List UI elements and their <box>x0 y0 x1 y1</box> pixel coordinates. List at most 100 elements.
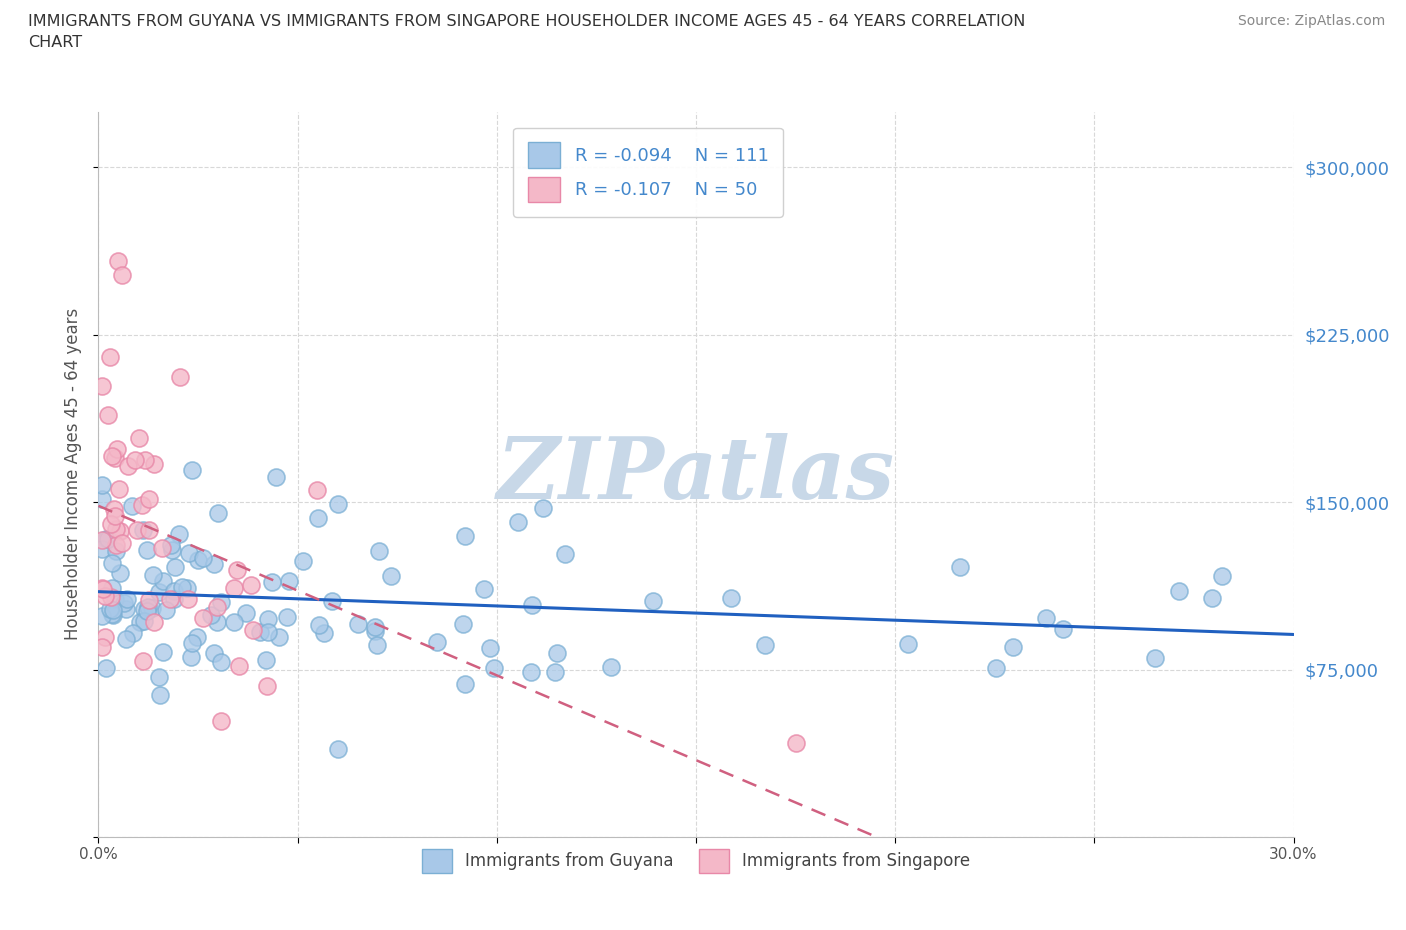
Point <box>132 654 155 669</box>
Point <box>180 650 202 665</box>
Point <box>163 559 186 574</box>
Point <box>254 653 277 668</box>
Point <box>326 741 349 756</box>
Point <box>1211 568 1233 583</box>
Point <box>159 591 181 606</box>
Point <box>91 533 114 548</box>
Point <box>132 602 155 617</box>
Point <box>454 677 477 692</box>
Point <box>472 581 495 596</box>
Point <box>193 610 215 625</box>
Point <box>101 449 124 464</box>
Point <box>321 593 343 608</box>
Point <box>91 379 114 393</box>
Point <box>380 568 402 583</box>
Point <box>96 532 118 547</box>
Point <box>720 591 742 605</box>
Point <box>546 646 568 661</box>
Point <box>186 552 208 567</box>
Point <box>91 541 114 556</box>
Point <box>104 591 127 606</box>
Point <box>1052 622 1074 637</box>
Point <box>105 543 128 558</box>
Point <box>235 605 257 620</box>
Point <box>256 678 278 693</box>
Point <box>127 523 149 538</box>
Point <box>143 457 166 472</box>
Point <box>222 580 245 595</box>
Point <box>107 254 129 269</box>
Point <box>148 585 170 600</box>
Point <box>101 581 124 596</box>
Point <box>100 516 122 531</box>
Point <box>1144 650 1167 665</box>
Point <box>754 637 776 652</box>
Point <box>364 623 387 638</box>
Point <box>131 498 153 512</box>
Point <box>641 593 664 608</box>
Point <box>1168 584 1191 599</box>
Point <box>135 604 157 618</box>
Point <box>136 543 159 558</box>
Point <box>98 602 121 617</box>
Point <box>364 619 387 634</box>
Point <box>186 630 208 644</box>
Point <box>111 267 134 282</box>
Point <box>228 658 250 673</box>
Point <box>94 589 117 604</box>
Point <box>142 615 165 630</box>
Point <box>163 583 186 598</box>
Point <box>138 592 160 607</box>
Point <box>222 615 245 630</box>
Point <box>554 547 576 562</box>
Text: Source: ZipAtlas.com: Source: ZipAtlas.com <box>1237 14 1385 28</box>
Point <box>307 483 329 498</box>
Point <box>202 557 225 572</box>
Point <box>108 565 131 580</box>
Point <box>163 591 186 606</box>
Point <box>478 640 501 655</box>
Point <box>129 615 152 630</box>
Point <box>132 614 155 629</box>
Point <box>114 631 136 646</box>
Text: IMMIGRANTS FROM GUYANA VS IMMIGRANTS FROM SINGAPORE HOUSEHOLDER INCOME AGES 45 -: IMMIGRANTS FROM GUYANA VS IMMIGRANTS FRO… <box>28 14 1025 50</box>
Point <box>152 540 174 555</box>
Point <box>131 523 153 538</box>
Point <box>103 501 125 516</box>
Point <box>169 370 191 385</box>
Point <box>544 665 567 680</box>
Point <box>451 617 474 631</box>
Point <box>326 497 349 512</box>
Point <box>347 617 370 631</box>
Point <box>314 626 336 641</box>
Point <box>307 511 329 525</box>
Point <box>105 538 128 552</box>
Point <box>276 609 298 624</box>
Point <box>209 655 232 670</box>
Point <box>209 594 232 609</box>
Y-axis label: Householder Income Ages 45 - 64 years: Householder Income Ages 45 - 64 years <box>65 308 83 641</box>
Point <box>239 578 262 592</box>
Point <box>115 591 138 606</box>
Point <box>180 463 202 478</box>
Point <box>104 450 127 465</box>
Point <box>111 536 134 551</box>
Point <box>176 580 198 595</box>
Point <box>264 470 287 485</box>
Point <box>949 560 972 575</box>
Point <box>193 551 215 565</box>
Point <box>454 528 477 543</box>
Point <box>104 522 127 537</box>
Point <box>112 595 135 610</box>
Point <box>785 736 807 751</box>
Point <box>104 509 127 524</box>
Point <box>101 607 124 622</box>
Point <box>108 524 131 538</box>
Point <box>152 644 174 659</box>
Point <box>101 606 124 621</box>
Point <box>205 599 228 614</box>
Point <box>114 602 136 617</box>
Point <box>136 600 159 615</box>
Point <box>91 608 114 623</box>
Point <box>426 635 449 650</box>
